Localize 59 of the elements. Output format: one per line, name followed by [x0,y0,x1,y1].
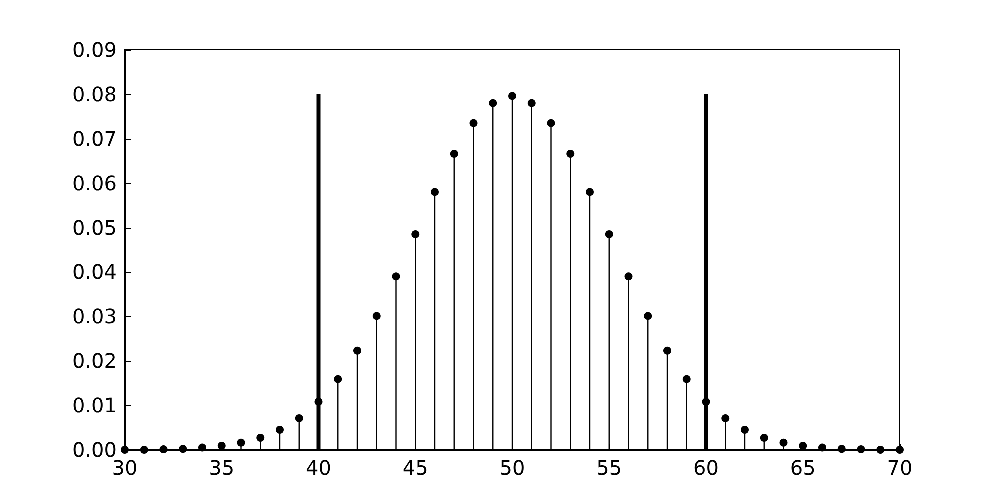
point [702,398,710,406]
point [586,188,594,196]
y-tick-label: 0.08 [72,82,117,106]
point [392,272,400,281]
point [140,446,148,454]
point [566,150,575,158]
point [160,446,168,454]
point [334,375,342,384]
point [838,445,846,454]
point [722,414,730,422]
point [295,414,304,422]
x-tick-label: 45 [402,456,428,480]
point [876,446,885,454]
point [528,99,536,108]
point [624,272,633,281]
y-tick-label: 0.04 [72,260,117,284]
point [644,312,652,320]
x-tick-label: 55 [596,456,622,480]
point [314,398,323,406]
y-tick-label: 0.02 [72,349,117,374]
y-tick-label: 0.01 [72,394,117,418]
point [354,346,362,355]
x-tick-label: 70 [887,456,913,480]
point [547,119,556,128]
point [799,442,808,450]
point [508,92,516,100]
y-tick-label: 0.05 [72,216,117,240]
point [470,119,478,128]
x-tick-label: 65 [790,456,816,480]
point [179,445,188,454]
y-tick-label: 0.09 [72,38,117,62]
point [276,426,284,434]
x-tick-label: 35 [209,456,235,480]
point [857,446,866,454]
point [431,188,439,196]
point [450,150,458,158]
y-tick-label: 0.03 [72,304,117,329]
point [372,312,381,320]
y-tick-label: 0.06 [72,171,117,196]
point [682,375,691,384]
point [780,438,788,447]
x-tick-label: 30 [112,456,138,480]
y-tick-label: 0.07 [72,126,117,151]
point [664,346,672,355]
point [121,446,129,454]
point [818,444,826,452]
point [741,426,749,434]
point [256,434,265,442]
x-tick-label: 50 [500,456,526,480]
x-tick-label: 40 [306,456,332,480]
point [489,99,498,108]
point [760,434,768,442]
point [237,438,246,447]
point [198,444,206,452]
point [218,442,226,450]
x-tick-label: 60 [694,456,719,480]
point [896,446,904,454]
point [605,230,614,238]
point [412,230,420,238]
